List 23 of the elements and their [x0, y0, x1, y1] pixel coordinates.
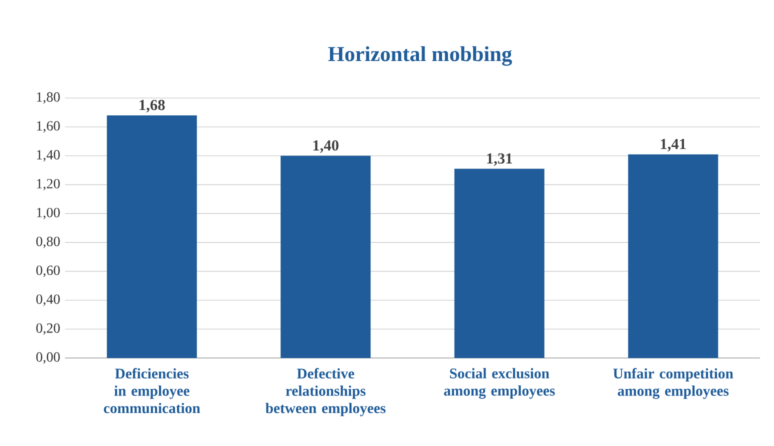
- y-tick-label: 0,40: [36, 294, 60, 306]
- y-tick-label: 1,60: [37, 121, 60, 133]
- y-tick-label: 1,00: [37, 208, 60, 220]
- x-tick-label: Unfair competition among employees: [613, 368, 734, 399]
- data-label: 1,40: [313, 140, 338, 153]
- y-tick-label: 0,00: [36, 352, 60, 364]
- y-tick-label: 1,40: [37, 150, 60, 162]
- y-tick-label: 0,80: [36, 236, 60, 248]
- data-label: 1,68: [140, 100, 165, 112]
- y-tick-label: 0,60: [36, 266, 60, 278]
- x-tick-label: Social exclusion among employees: [444, 368, 555, 399]
- bar: [628, 154, 718, 358]
- bar: [106, 115, 197, 358]
- y-tick-label: 0,20: [36, 323, 60, 335]
- bar: [454, 168, 544, 358]
- bar: [280, 156, 371, 358]
- x-tick-label: Defective relationships between employees: [266, 368, 386, 416]
- chart-title: Horizontal mobbing: [328, 46, 512, 66]
- x-tick-label: Deficiencies in employee communication: [104, 368, 200, 414]
- data-label: 1,41: [660, 138, 686, 152]
- data-label: 1,31: [487, 153, 512, 166]
- y-tick-label: 1,80: [37, 92, 60, 104]
- y-tick-label: 1,20: [37, 178, 60, 190]
